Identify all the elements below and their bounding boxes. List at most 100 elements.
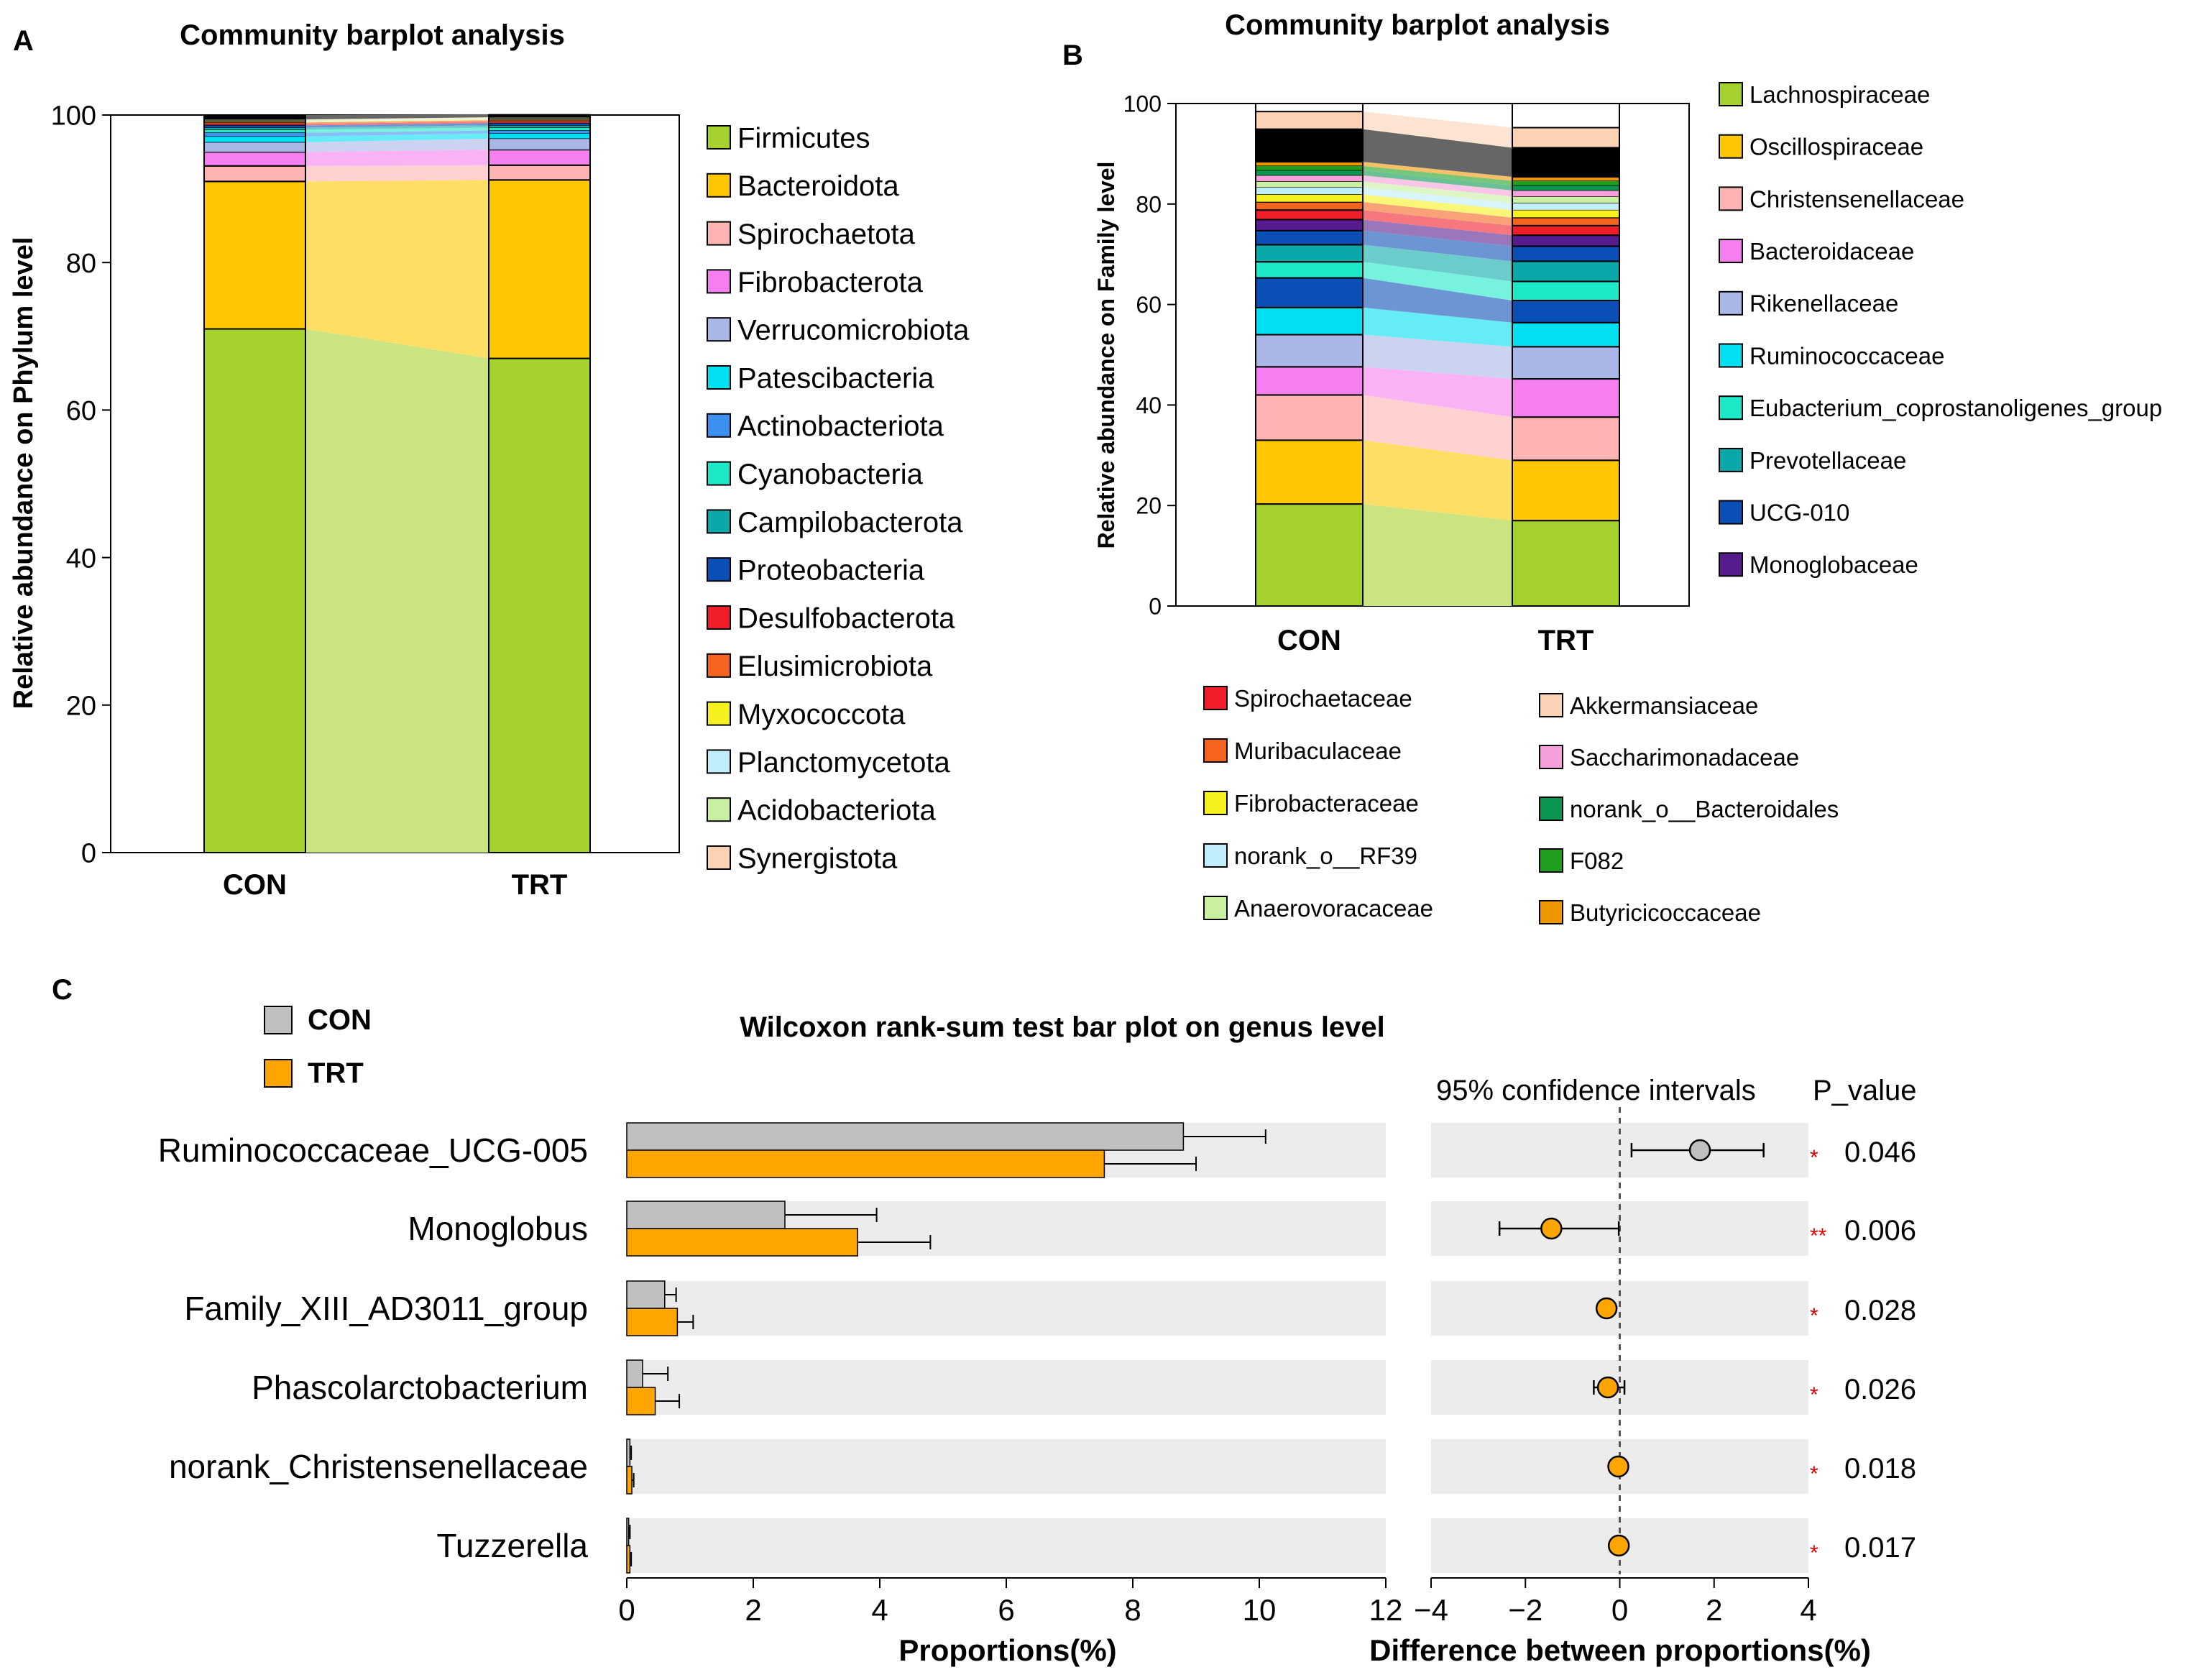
legend-swatch-spirochaetaceae bbox=[1203, 686, 1228, 710]
legend-label-f082: F082 bbox=[1570, 848, 1624, 874]
legend-label-myxococcota: Myxococcota bbox=[737, 699, 906, 730]
p-value: 0.028 bbox=[1844, 1295, 1916, 1326]
panel-a-y-axis-label: Relative abundance on Phylum level bbox=[9, 237, 39, 710]
p-value: 0.046 bbox=[1844, 1137, 1916, 1168]
bar-segment-trt-oscillospiraceae bbox=[1512, 459, 1620, 522]
legend-swatch-myxococcota bbox=[707, 701, 731, 726]
legend-label-campilobacterota: Campilobacterota bbox=[737, 507, 963, 538]
legend-label-ucg-010: UCG-010 bbox=[1749, 499, 1849, 525]
bar-segment-con-firmicutes bbox=[203, 328, 306, 854]
legend-swatch-campilobacterota bbox=[707, 509, 731, 534]
y-tick-label: 80 bbox=[1136, 191, 1162, 217]
x-category-label: TRT bbox=[1538, 625, 1594, 656]
bar-segment-trt-eubacterium-coprostanoligenes-group bbox=[1512, 280, 1620, 302]
flow-band-cyanobacteria bbox=[305, 127, 489, 133]
flow-band-actinobacteriota bbox=[305, 130, 489, 137]
flow-band-bacteroidaceae bbox=[1363, 367, 1512, 418]
bar-con bbox=[626, 1280, 666, 1309]
flow-band-oscillospiraceae bbox=[1363, 440, 1512, 521]
legend-label-fibrobacterota: Fibrobacterota bbox=[737, 267, 924, 298]
legend-swatch-prevotellaceae bbox=[1719, 447, 1743, 472]
bar-segment-trt-ruminococcaceae bbox=[1512, 321, 1620, 348]
bar-segment-con-others bbox=[1255, 128, 1364, 163]
y-tick-label: 40 bbox=[66, 543, 96, 574]
legend-swatch-actinobacteriota bbox=[707, 413, 731, 438]
flow-band-fibrobacteraceae bbox=[1363, 194, 1512, 218]
bar-segment-trt-bacteroidaceae bbox=[1512, 378, 1620, 418]
bar-con bbox=[626, 1359, 643, 1388]
bar-segment-con-actinobacteriota bbox=[203, 132, 306, 137]
legend-swatch-oscillospiraceae bbox=[1719, 134, 1743, 159]
bar-segment-con-spirochaetota bbox=[203, 165, 306, 183]
bar-segment-con-cyanobacteria bbox=[203, 129, 306, 133]
flow-band-prevotellaceae bbox=[1363, 244, 1512, 282]
bar-segment-trt-firmicutes bbox=[488, 357, 591, 853]
flow-band-fibrobacterota bbox=[305, 150, 489, 166]
significance-stars: * bbox=[1810, 1304, 1818, 1328]
legend-label-synergistota: Synergistota bbox=[737, 843, 898, 874]
bar-segment-con-muribaculaceae bbox=[1255, 201, 1364, 211]
legend-swatch-muribaculaceae bbox=[1203, 738, 1228, 763]
bar-segment-con-elusimicrobiota bbox=[203, 121, 306, 124]
legend-label-bacteroidaceae: Bacteroidaceae bbox=[1749, 238, 1914, 265]
genus-label: Monoglobus bbox=[408, 1210, 588, 1247]
bar-segment-trt-patescibacteria bbox=[488, 133, 591, 139]
legend-label-actinobacteriota: Actinobacteriota bbox=[737, 410, 944, 442]
legend-swatch-fibrobacteraceae bbox=[1203, 791, 1228, 815]
bar-segment-con-campilobacterota bbox=[203, 127, 306, 130]
bar-segment-con-norank-o-bacteroidales bbox=[1255, 170, 1364, 176]
bar-outline-trt bbox=[1512, 103, 1620, 607]
legend-label-acidobacteriota: Acidobacteriota bbox=[737, 795, 936, 827]
significance-stars: * bbox=[1810, 1541, 1818, 1565]
legend-label-christensenellaceae: Christensenellaceae bbox=[1749, 185, 1964, 212]
y-tick-label: 100 bbox=[51, 101, 96, 132]
x-tick-label: 6 bbox=[998, 1593, 1014, 1627]
legend-label-muribaculaceae: Muribaculaceae bbox=[1234, 738, 1402, 764]
legend-label-patescibacteria: Patescibacteria bbox=[737, 362, 934, 394]
bar-trt bbox=[626, 1308, 679, 1336]
legend-swatch-eubacterium-coprostanoligenes-group bbox=[1719, 395, 1743, 421]
legend-label-elusimicrobiota: Elusimicrobiota bbox=[737, 651, 933, 682]
bar-segment-trt-lachnospiraceae bbox=[1512, 520, 1620, 607]
bar-segment-con-oscillospiraceae bbox=[1255, 439, 1364, 505]
legend-label-rikenellaceae: Rikenellaceae bbox=[1749, 290, 1898, 317]
panel-b-title: Community barplot analysis bbox=[1225, 9, 1610, 41]
bar-trt bbox=[626, 1228, 858, 1257]
x-tick-label: 2 bbox=[745, 1593, 761, 1627]
y-tick-label: 60 bbox=[66, 396, 96, 426]
legend-label-anaerovoracaceae: Anaerovoracaceae bbox=[1234, 895, 1433, 922]
bar-trt bbox=[626, 1149, 1105, 1178]
y-tick-label: 0 bbox=[81, 839, 96, 869]
significance-stars: * bbox=[1810, 1383, 1818, 1407]
legend-swatch-akkermansiaceae bbox=[1539, 693, 1563, 717]
legend-swatch-anaerovoracaceae bbox=[1203, 896, 1228, 920]
flow-band-bacteroidota bbox=[305, 180, 489, 359]
bar-segment-con-akkermansiaceae bbox=[1255, 111, 1364, 130]
bar-segment-con-proteobacteria bbox=[203, 125, 306, 128]
flow-band-others bbox=[1363, 129, 1512, 178]
p-value: 0.026 bbox=[1844, 1374, 1916, 1405]
legend-label-firmicutes: Firmicutes bbox=[737, 122, 870, 154]
legend-swatch-desulfobacterota bbox=[707, 605, 731, 630]
x-tick-label: 12 bbox=[1369, 1593, 1403, 1627]
legend-swatch-bacteroidota bbox=[707, 173, 731, 198]
proportions-x-axis-label: Proportions(%) bbox=[898, 1633, 1116, 1667]
ci-point bbox=[1607, 1455, 1629, 1478]
bar-segment-trt-fibrobacterota bbox=[488, 149, 591, 166]
bar-segment-con-fibrobacterota bbox=[203, 151, 306, 167]
legend-swatch-butyricicoccaceae bbox=[1539, 900, 1563, 924]
bar-segment-trt-prevotellaceae bbox=[1512, 260, 1620, 283]
flow-band-norank-o-rf39 bbox=[1363, 187, 1512, 211]
panel-c-letter: C bbox=[52, 974, 73, 1006]
p-value: 0.006 bbox=[1844, 1215, 1916, 1247]
difference-x-axis-label: Difference between proportions(%) bbox=[1369, 1633, 1871, 1667]
bar-trt bbox=[626, 1545, 631, 1574]
bar-segment-con-ucg-010 bbox=[1255, 229, 1364, 246]
bar-segment-trt-cyanobacteria bbox=[488, 127, 591, 131]
bar-outline-trt bbox=[488, 114, 591, 853]
bar-segment-con-prevotellaceae bbox=[1255, 244, 1364, 263]
legend-swatch-christensenellaceae bbox=[1719, 186, 1743, 211]
legend-swatch-monoglobaceae bbox=[1719, 552, 1743, 577]
bar-segment-con-christensenellaceae bbox=[1255, 394, 1364, 441]
